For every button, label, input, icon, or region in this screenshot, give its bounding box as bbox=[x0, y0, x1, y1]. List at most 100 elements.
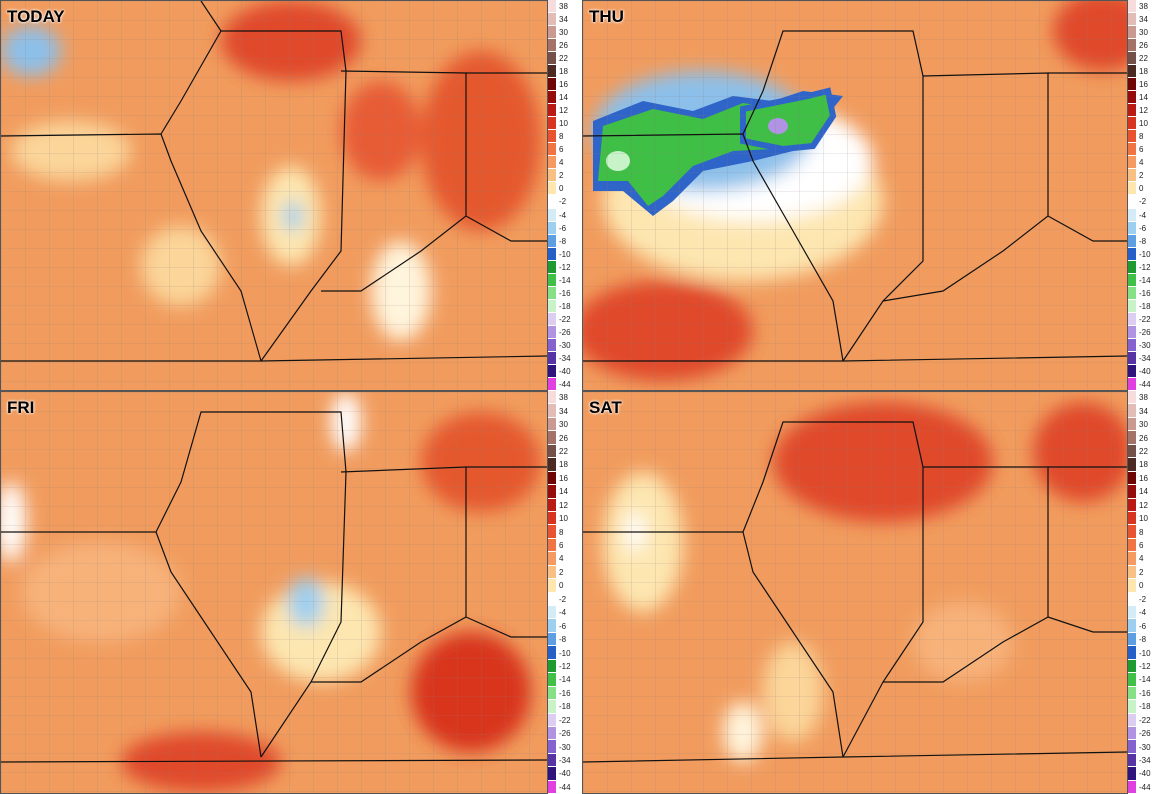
color-swatch bbox=[1128, 767, 1136, 781]
colorbar-label: 14 bbox=[1139, 93, 1148, 103]
color-swatch bbox=[548, 458, 556, 472]
colorbar-cell: 26 bbox=[1128, 39, 1162, 53]
colorbar-label: 10 bbox=[1139, 119, 1148, 129]
color-swatch bbox=[1128, 143, 1136, 157]
colorbar-cell: -14 bbox=[1128, 273, 1162, 287]
colorbar-label: 4 bbox=[559, 158, 564, 168]
color-swatch bbox=[1128, 247, 1136, 261]
color-swatch bbox=[1128, 592, 1136, 606]
colorbar-label: 2 bbox=[1139, 567, 1144, 577]
color-swatch bbox=[548, 511, 556, 526]
color-swatch bbox=[548, 13, 556, 27]
colorbar-label: -44 bbox=[1139, 379, 1151, 389]
colorbar: 38 34 30 26 22 18 16 14 12 10 8 6 4 2 0 -2 -4 -6 -8 -10 -12 -… bbox=[548, 0, 582, 391]
colorbar-cell: -30 bbox=[1128, 740, 1162, 754]
colorbar-label: 8 bbox=[559, 527, 564, 537]
colorbar-cell: 12 bbox=[1128, 104, 1162, 118]
colorbar-label: -30 bbox=[1139, 742, 1151, 752]
color-swatch bbox=[548, 606, 556, 620]
color-swatch bbox=[1128, 52, 1136, 66]
colorbar-label: 18 bbox=[559, 67, 568, 77]
colorbar: 38 34 30 26 22 18 16 14 12 10 8 6 4 2 0 -2 -4 -6 -8 -10 -12 -… bbox=[548, 391, 582, 794]
color-swatch bbox=[548, 417, 556, 432]
color-swatch bbox=[548, 485, 556, 499]
color-swatch bbox=[1128, 286, 1136, 300]
panel-title: SAT bbox=[589, 398, 622, 417]
colorbar-label: -40 bbox=[559, 769, 571, 779]
colorbar-label: 16 bbox=[1139, 473, 1148, 483]
color-swatch bbox=[548, 208, 556, 222]
colorbar-label: -12 bbox=[1139, 661, 1151, 671]
color-swatch bbox=[1128, 579, 1136, 593]
color-swatch bbox=[548, 195, 556, 209]
colorbar-label: -18 bbox=[1139, 301, 1151, 311]
colorbar-label: 18 bbox=[1139, 460, 1148, 470]
colorbar-label: -40 bbox=[1139, 769, 1151, 779]
colorbar-label: 6 bbox=[1139, 541, 1144, 551]
colorbar-cell: -10 bbox=[1128, 247, 1162, 261]
colorbar-label: -30 bbox=[559, 742, 571, 752]
colorbar-label: 26 bbox=[559, 41, 568, 51]
colorbar-cell: 22 bbox=[548, 444, 582, 459]
colorbar-cell: -22 bbox=[1128, 713, 1162, 727]
colorbar-label: -8 bbox=[559, 236, 567, 246]
color-swatch bbox=[1128, 511, 1136, 526]
color-swatch bbox=[548, 221, 556, 235]
colorbar-label: -26 bbox=[1139, 327, 1151, 337]
color-swatch bbox=[548, 273, 556, 287]
color-swatch bbox=[1128, 156, 1136, 170]
color-swatch bbox=[1128, 26, 1136, 40]
colorbar-label: -4 bbox=[1139, 608, 1147, 618]
color-swatch bbox=[548, 156, 556, 170]
color-swatch bbox=[1128, 299, 1136, 313]
colorbar-cell: 14 bbox=[1128, 91, 1162, 105]
colorbar-label: 8 bbox=[559, 132, 564, 142]
color-swatch bbox=[1128, 338, 1136, 352]
colorbar-cell: -2 bbox=[548, 592, 582, 606]
colorbar-label: 12 bbox=[559, 500, 568, 510]
color-swatch bbox=[548, 700, 556, 714]
color-swatch bbox=[548, 767, 556, 781]
color-swatch bbox=[1128, 525, 1136, 539]
color-swatch bbox=[1128, 417, 1136, 432]
colorbar-label: 14 bbox=[1139, 487, 1148, 497]
color-swatch bbox=[1128, 431, 1136, 445]
colorbar-label: 4 bbox=[559, 554, 564, 564]
colorbar-cell: 22 bbox=[1128, 52, 1162, 66]
colorbar-label: -6 bbox=[1139, 621, 1147, 631]
color-swatch bbox=[548, 325, 556, 339]
color-swatch bbox=[1128, 65, 1136, 79]
colorbar-cell: 6 bbox=[1128, 538, 1162, 553]
colorbar-label: 34 bbox=[1139, 406, 1148, 416]
colorbar-label: 14 bbox=[559, 93, 568, 103]
colorbar-cell: 34 bbox=[1128, 404, 1162, 418]
colorbar-cell: -44 bbox=[1128, 780, 1162, 794]
colorbar-label: 0 bbox=[559, 581, 564, 591]
map bbox=[583, 1, 1127, 390]
color-swatch bbox=[548, 0, 556, 14]
colorbar-label: -22 bbox=[1139, 715, 1151, 725]
colorbar-cell: -14 bbox=[548, 273, 582, 287]
colorbar-cell: 0 bbox=[548, 182, 582, 196]
colorbar-cell: 18 bbox=[1128, 65, 1162, 79]
color-swatch bbox=[1128, 182, 1136, 196]
colorbar-cell: 8 bbox=[548, 525, 582, 539]
colorbar-label: 8 bbox=[1139, 132, 1144, 142]
colorbar-cell: -18 bbox=[548, 700, 582, 714]
colorbar-cell: 26 bbox=[548, 431, 582, 445]
colorbar-cell: 26 bbox=[1128, 431, 1162, 445]
color-swatch bbox=[1128, 78, 1136, 92]
colorbar-label: -40 bbox=[1139, 366, 1151, 376]
color-swatch bbox=[548, 498, 556, 512]
map-panel: TODAY bbox=[0, 0, 548, 391]
color-swatch bbox=[548, 726, 556, 741]
colorbar-cell: -40 bbox=[1128, 767, 1162, 781]
colorbar-label: -4 bbox=[1139, 210, 1147, 220]
color-swatch bbox=[1128, 39, 1136, 53]
colorbar-cell: -40 bbox=[548, 364, 582, 378]
color-swatch bbox=[1128, 471, 1136, 486]
colorbar-cell: -2 bbox=[1128, 592, 1162, 606]
colorbar-label: -2 bbox=[559, 197, 567, 207]
colorbar-cell: -2 bbox=[548, 195, 582, 209]
